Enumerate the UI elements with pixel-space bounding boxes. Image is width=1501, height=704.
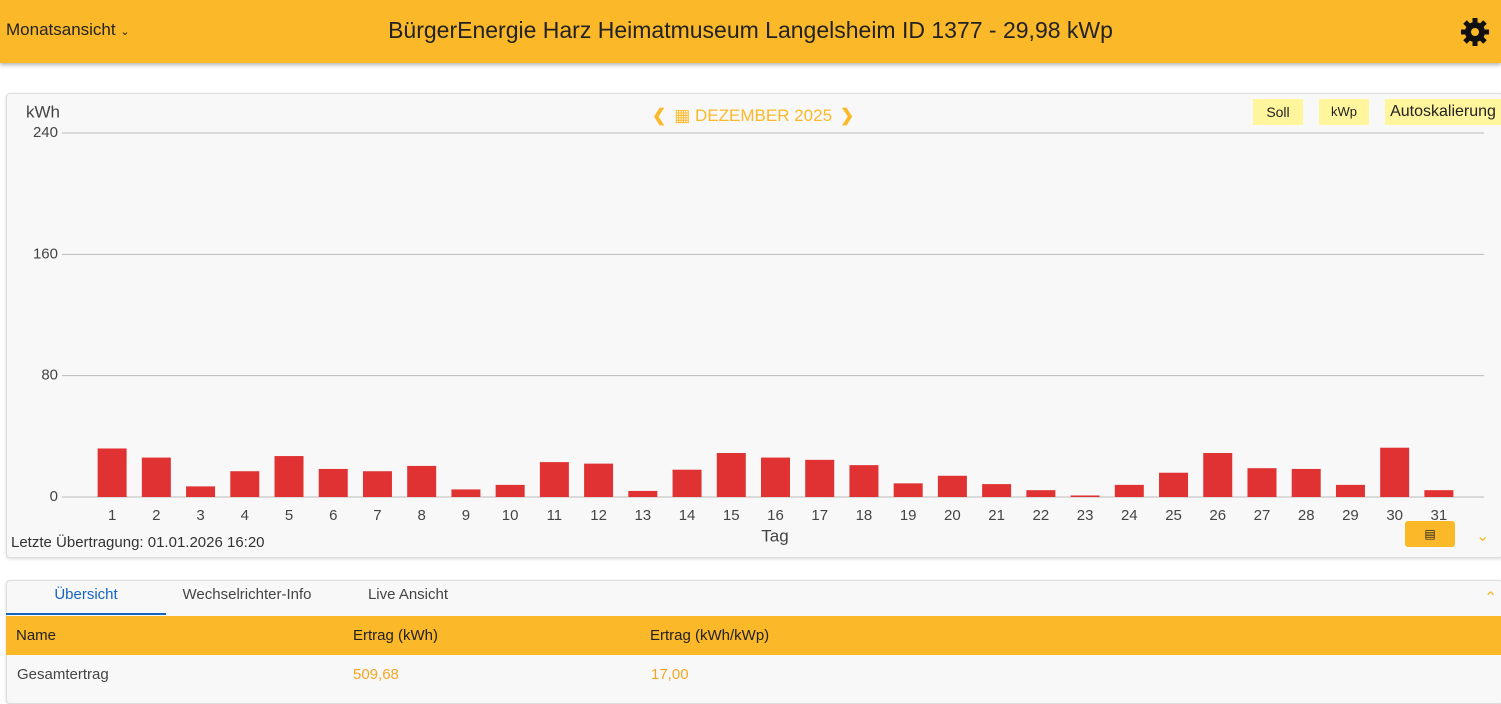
- column-header: Ertrag (kWh): [353, 627, 439, 644]
- view-menu[interactable]: Monatsansicht ⌄: [6, 20, 130, 39]
- bar: [274, 456, 304, 497]
- bar: [230, 471, 260, 497]
- table-header: [6, 616, 1501, 655]
- month-label[interactable]: DEZEMBER 2025: [695, 106, 833, 125]
- bar: [1291, 468, 1321, 497]
- bar: [672, 469, 702, 497]
- x-tick-label: 13: [634, 507, 651, 524]
- bar: [407, 465, 437, 497]
- bar: [1424, 490, 1454, 497]
- x-tick-label: 3: [196, 507, 204, 524]
- x-tick-label: 2: [152, 507, 160, 524]
- x-tick-label: 10: [502, 507, 519, 524]
- x-tick-label: 1: [108, 507, 116, 524]
- table-cell: Gesamtertrag: [17, 666, 109, 683]
- x-tick-label: 18: [856, 507, 873, 524]
- tab-indicator: [6, 613, 166, 615]
- bar: [1070, 495, 1100, 497]
- bar: [761, 457, 790, 497]
- table-cell: 509,68: [353, 666, 399, 683]
- x-tick-label: 17: [811, 507, 828, 524]
- x-tick-label: 16: [767, 507, 784, 524]
- x-tick-label: 31: [1431, 507, 1448, 524]
- bar: [1247, 468, 1277, 497]
- x-tick-label: 6: [329, 507, 337, 524]
- y-tick-label: 80: [41, 367, 58, 384]
- x-tick-label: 29: [1342, 507, 1359, 524]
- tab[interactable]: Live Ansicht: [367, 586, 449, 603]
- settings-icon[interactable]: [1460, 17, 1490, 47]
- bar: [1026, 490, 1056, 497]
- bar: [539, 462, 569, 497]
- x-axis-label: Tag: [761, 526, 788, 545]
- expand-chevron[interactable]: ⌄: [1476, 528, 1490, 545]
- x-tick-label: 24: [1121, 507, 1138, 524]
- y-tick-label: 0: [50, 488, 58, 505]
- bar: [805, 459, 835, 497]
- x-tick-label: 9: [462, 507, 470, 524]
- bar: [318, 468, 348, 497]
- calendar-icon: ▦: [674, 106, 691, 125]
- bar: [97, 448, 127, 497]
- tab[interactable]: Wechselrichter-Info: [182, 586, 312, 603]
- bar: [1203, 453, 1233, 497]
- x-tick-label: 4: [241, 507, 249, 524]
- header: Monatsansicht ⌄ BürgerEnergie Harz Heima…: [0, 0, 1501, 63]
- next-month[interactable]: ❯: [840, 106, 855, 125]
- pdf-button[interactable]: ▤: [1405, 521, 1455, 547]
- bar: [849, 465, 879, 497]
- x-tick-label: 5: [285, 507, 293, 524]
- bar: [362, 471, 392, 497]
- x-tick-label: 28: [1298, 507, 1315, 524]
- tab[interactable]: Übersicht: [54, 586, 118, 603]
- bar: [1335, 484, 1365, 497]
- x-tick-label: 26: [1209, 507, 1226, 524]
- x-tick-label: 11: [547, 507, 563, 524]
- table-cell: 17,00: [651, 666, 689, 683]
- bar: [628, 490, 658, 497]
- x-tick-label: 21: [988, 507, 1005, 524]
- x-tick-label: 27: [1254, 507, 1271, 524]
- x-tick-label: 25: [1165, 507, 1182, 524]
- bar: [716, 453, 746, 497]
- x-tick-label: 30: [1386, 507, 1403, 524]
- autoscale-button[interactable]: Autoskalierung: [1385, 99, 1501, 125]
- column-header: Ertrag (kWh/kWp): [650, 627, 770, 644]
- bar: [1114, 484, 1144, 497]
- bar: [1380, 447, 1410, 497]
- bar: [584, 463, 614, 497]
- bar: [495, 484, 525, 497]
- bar: [937, 475, 967, 497]
- column-header: Name: [16, 627, 57, 644]
- month-nav: ❮ ▦ DEZEMBER 2025 ❯: [652, 106, 854, 126]
- kwp-button[interactable]: kWp: [1319, 99, 1369, 125]
- prev-month[interactable]: ❮: [652, 106, 667, 125]
- bar: [186, 486, 216, 497]
- soll-button[interactable]: Soll: [1253, 99, 1303, 125]
- x-tick-label: 7: [373, 507, 381, 524]
- last-transfer: Letzte Übertragung: 01.01.2026 16:20: [11, 534, 265, 551]
- y-tick-label: 160: [33, 245, 58, 262]
- x-tick-label: 22: [1033, 507, 1050, 524]
- view-menu-label: Monatsansicht: [6, 20, 116, 39]
- collapse-chevron[interactable]: ⌃: [1484, 590, 1498, 607]
- bar: [451, 489, 481, 497]
- y-tick-label: 240: [33, 124, 58, 141]
- x-tick-label: 8: [418, 507, 426, 524]
- bar: [893, 483, 923, 497]
- x-tick-label: 12: [590, 507, 607, 524]
- x-tick-label: 23: [1077, 507, 1094, 524]
- x-tick-label: 15: [723, 507, 740, 524]
- x-tick-label: 20: [944, 507, 961, 524]
- title: BürgerEnergie Harz Heimatmuseum Langelsh…: [388, 17, 1113, 43]
- bar: [982, 484, 1012, 497]
- x-tick-label: 19: [900, 507, 917, 524]
- bar: [141, 457, 171, 497]
- x-tick-label: 14: [679, 507, 696, 524]
- bar: [1159, 472, 1189, 497]
- y-axis-label: kWh: [26, 102, 60, 121]
